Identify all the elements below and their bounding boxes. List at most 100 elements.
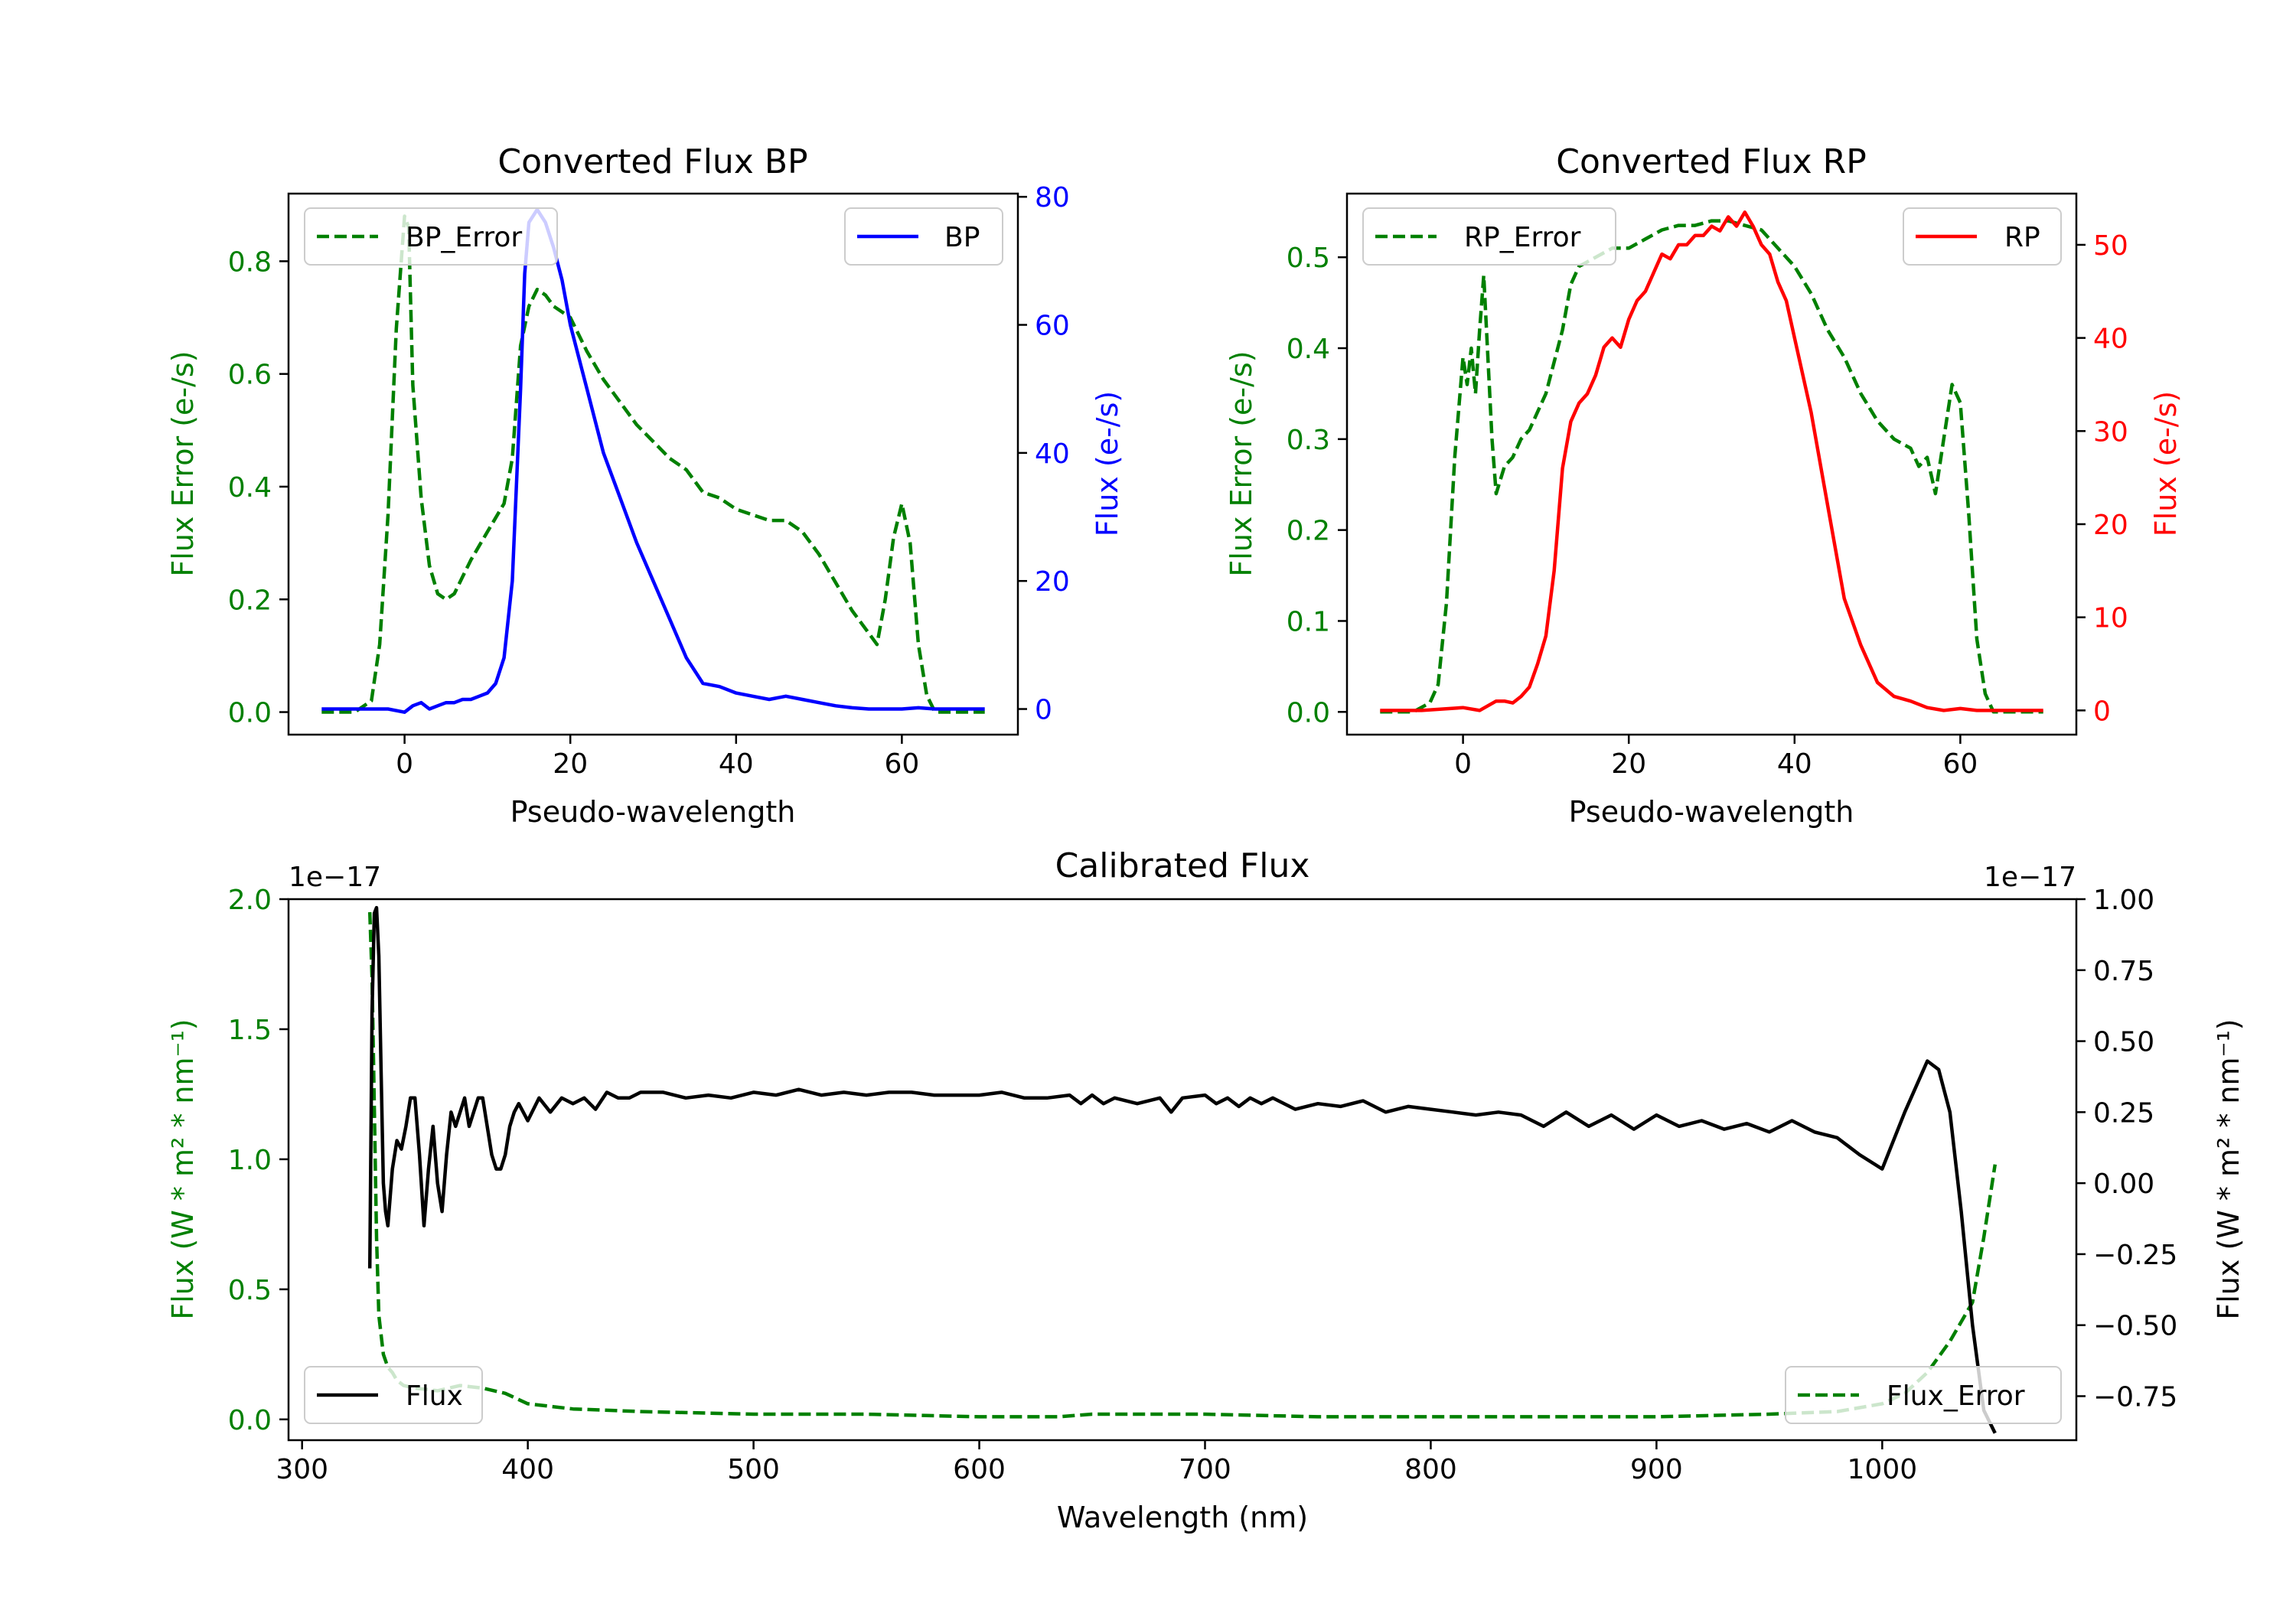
- rp-panel: 0 20 40 60 0.0 0.1 0.2 0.3 0.4 0.5 0 10 20 30 40 50 Con…: [1225, 142, 2183, 829]
- bp-x-tick-label: 40: [719, 748, 754, 780]
- cal-x-tick-label: 1000: [1848, 1454, 1918, 1485]
- cal-panel: 300 400 500 600 700 800 900 1000 0.0 0.5 1.0 1.5 2.0…: [166, 846, 2245, 1534]
- rp-y-left-tick-label: 0.2: [1287, 516, 1330, 547]
- rp-legend-error-label: RP_Error: [1464, 222, 1581, 253]
- rp-y-left-tick-label: 0.0: [1287, 697, 1330, 729]
- cal-legend-flux-label: Flux: [406, 1380, 463, 1412]
- rp-series-layer: [1380, 210, 2043, 714]
- rp-y-left-tick-label: 0.4: [1287, 334, 1330, 365]
- bp-y-right-tick-label: 0: [1035, 695, 1052, 726]
- cal-y-left-tick-label: 1.5: [228, 1015, 272, 1046]
- bp-series-layer: [321, 207, 985, 714]
- bp-y-left-tick-label: 0.4: [228, 472, 272, 504]
- bp-title: Converted Flux BP: [497, 142, 807, 181]
- cal-x-tick-label: 600: [953, 1454, 1006, 1485]
- cal-y-right-tick-label: 0.00: [2093, 1169, 2154, 1200]
- bp-x-tick-label: 60: [884, 748, 919, 780]
- cal-y-left-label: Flux (W * m² * nm⁻¹): [166, 1019, 200, 1319]
- cal-y-right-label: Flux (W * m² * nm⁻¹): [2212, 1019, 2245, 1319]
- cal-y-left-tick-label: 1.0: [228, 1145, 272, 1176]
- bp-y-left-tick-label: 0.0: [228, 698, 272, 729]
- rp-x-tick-label: 40: [1777, 748, 1812, 780]
- cal-y-left-tick-label: 0.5: [228, 1275, 272, 1306]
- rp-axes-frame: [1345, 192, 2078, 736]
- bp-x-tick-label: 20: [553, 748, 588, 780]
- cal-legend-flux: Flux: [304, 1366, 483, 1424]
- bp-y-right-tick-label: 40: [1035, 438, 1070, 470]
- rp-y-right-label: Flux (e-/s): [2149, 391, 2183, 536]
- rp-y-right-tick-label: 10: [2093, 603, 2128, 634]
- rp-x-label: Pseudo-wavelength: [1569, 795, 1854, 829]
- cal-y-right-tick-label: 0.50: [2093, 1027, 2154, 1058]
- rp-y-right-tick-label: 0: [2093, 696, 2111, 727]
- bp-y-right-tick-label: 60: [1035, 311, 1070, 342]
- rp-y-left-tick-label: 0.3: [1287, 425, 1330, 456]
- bp-y-right-tick-label: 20: [1035, 566, 1070, 598]
- rp-y-left-tick-label: 0.1: [1287, 606, 1330, 637]
- rp-y-right-tick-label: 20: [2093, 510, 2128, 541]
- cal-x-tick-label: 500: [727, 1454, 780, 1485]
- bp-x-tick-label: 0: [396, 748, 413, 780]
- cal-y-right-tick-label: 0.75: [2093, 956, 2154, 987]
- cal-legend-error-box: [1785, 1366, 2062, 1424]
- cal-x-label: Wavelength (nm): [1057, 1501, 1308, 1534]
- rp-legend-error-box: [1362, 207, 1616, 266]
- bp-ticks-layer: 0 20 40 60 0.0 0.2 0.4 0.6 0.8 0 20 40 60 80: [228, 182, 1070, 780]
- bp-x-label: Pseudo-wavelength: [510, 795, 796, 829]
- bp-y-right-tick-label: 80: [1035, 182, 1070, 214]
- rp-y-right-tick-label: 50: [2093, 230, 2128, 262]
- bp-legend-error-label: BP_Error: [406, 222, 522, 253]
- rp-legend-error: RP_Error: [1362, 207, 1616, 266]
- cal-y-right-tick-label: −0.50: [2093, 1311, 2177, 1342]
- rp-legend-flux-box: [1903, 207, 2062, 266]
- rp-x-tick-label: 60: [1942, 748, 1978, 780]
- bp-y-left-tick-label: 0.8: [228, 246, 272, 278]
- bp-y-left-tick-label: 0.2: [228, 585, 272, 616]
- rp-y-left-tick-label: 0.5: [1287, 243, 1330, 274]
- bp-panel: 0 20 40 60 0.0 0.2 0.4 0.6 0.8 0 20 40 60 80 Converte…: [166, 142, 1124, 829]
- cal-left-offset: 1e−17: [289, 862, 381, 893]
- bp-y-right-label: Flux (e-/s): [1091, 391, 1124, 536]
- cal-x-tick-label: 900: [1630, 1454, 1683, 1485]
- rp-x-tick-label: 20: [1611, 748, 1646, 780]
- bp-legend-error: BP_Error: [304, 207, 558, 266]
- rp-series-rp-error: [1380, 219, 2043, 714]
- bp-axes-frame: [287, 192, 1019, 736]
- bp-y-left-label: Flux Error (e-/s): [166, 350, 200, 576]
- cal-ticks-layer: 300 400 500 600 700 800 900 1000 0.0 0.5 1.0 1.5 2.0…: [228, 885, 2178, 1485]
- bp-legend-flux-box: [844, 207, 1003, 266]
- rp-title: Converted Flux RP: [1556, 142, 1867, 181]
- cal-x-tick-label: 800: [1404, 1454, 1457, 1485]
- cal-axes-frame: [287, 898, 2078, 1442]
- cal-y-right-tick-label: 1.00: [2093, 885, 2154, 916]
- cal-x-tick-label: 700: [1179, 1454, 1231, 1485]
- bp-y-left-tick-label: 0.6: [228, 360, 272, 391]
- cal-legend-flux-box: [304, 1366, 483, 1424]
- cal-y-left-tick-label: 2.0: [228, 885, 272, 916]
- cal-legend-error-label: Flux_Error: [1887, 1380, 2025, 1412]
- rp-y-right-tick-label: 40: [2093, 324, 2128, 355]
- cal-y-right-tick-label: −0.75: [2093, 1381, 2177, 1413]
- rp-legend-flux-label: RP: [2004, 222, 2040, 253]
- cal-y-left-tick-label: 0.0: [228, 1405, 272, 1436]
- bp-series-bp: [321, 207, 985, 714]
- cal-title: Calibrated Flux: [1055, 846, 1310, 885]
- rp-x-tick-label: 0: [1454, 748, 1472, 780]
- cal-x-tick-label: 300: [276, 1454, 328, 1485]
- bp-legend-flux-label: BP: [944, 222, 980, 253]
- bp-series-bp-error: [321, 214, 985, 714]
- cal-y-right-tick-label: −0.25: [2093, 1240, 2177, 1271]
- bp-legend-flux: BP: [844, 207, 1003, 266]
- cal-legend-error: Flux_Error: [1785, 1366, 2062, 1424]
- rp-series-rp: [1380, 210, 2043, 712]
- rp-legend-flux: RP: [1903, 207, 2062, 266]
- cal-right-offset: 1e−17: [1984, 862, 2076, 893]
- rp-y-right-tick-label: 30: [2093, 416, 2128, 448]
- rp-y-left-label: Flux Error (e-/s): [1225, 350, 1258, 576]
- cal-x-tick-label: 400: [501, 1454, 554, 1485]
- cal-y-right-tick-label: 0.25: [2093, 1097, 2154, 1129]
- rp-ticks-layer: 0 20 40 60 0.0 0.1 0.2 0.3 0.4 0.5 0 10 20 30 40 50: [1287, 230, 2128, 780]
- cal-series-flux: [367, 905, 1997, 1434]
- bp-legend-error-box: [304, 207, 558, 266]
